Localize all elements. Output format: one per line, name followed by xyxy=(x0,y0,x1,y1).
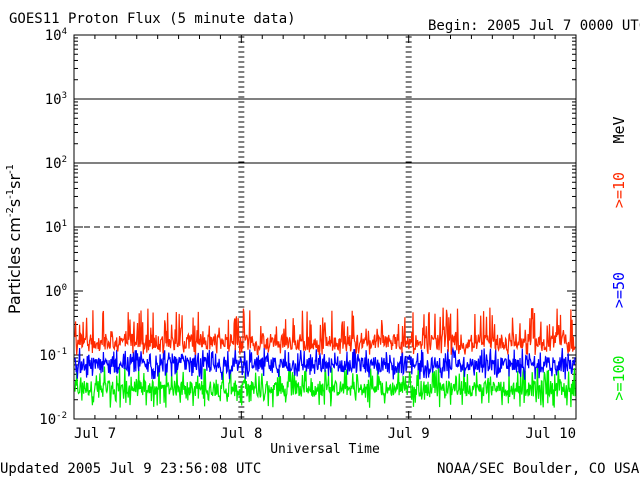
x-tick-label: Jul 7 xyxy=(74,426,116,442)
series-ge10 xyxy=(74,307,576,356)
x-tick-label: Jul 8 xyxy=(220,426,262,442)
begin-date-label: Begin: 2005 Jul 7 0000 UTC xyxy=(428,18,640,34)
series-ge50 xyxy=(74,346,576,381)
energy-unit-label: MeV xyxy=(610,116,628,143)
y-tick-label: 10-2 xyxy=(39,411,67,428)
y-tick-label: 103 xyxy=(45,91,67,108)
y-axis-label: Particles cm-2s-1sr-1 xyxy=(5,164,24,314)
x-tick-label: Jul 9 xyxy=(388,426,430,442)
chart-title: GOES11 Proton Flux (5 minute data) xyxy=(9,11,296,27)
legend-ge10: >=10 xyxy=(610,172,628,208)
x-tick-label: Jul 10 xyxy=(525,426,576,442)
y-tick-label: 104 xyxy=(45,27,67,44)
updated-timestamp: Updated 2005 Jul 9 23:56:08 UTC xyxy=(0,461,262,477)
legend-ge100: >=100 xyxy=(610,355,628,400)
y-tick-label: 100 xyxy=(45,283,67,300)
y-tick-label: 10-1 xyxy=(39,347,67,364)
y-tick-label: 101 xyxy=(45,219,67,236)
y-tick-label: 102 xyxy=(45,155,67,172)
legend-ge50: >=50 xyxy=(610,272,628,308)
x-axis-label: Universal Time xyxy=(270,442,380,457)
credit-label: NOAA/SEC Boulder, CO USA xyxy=(437,461,640,477)
